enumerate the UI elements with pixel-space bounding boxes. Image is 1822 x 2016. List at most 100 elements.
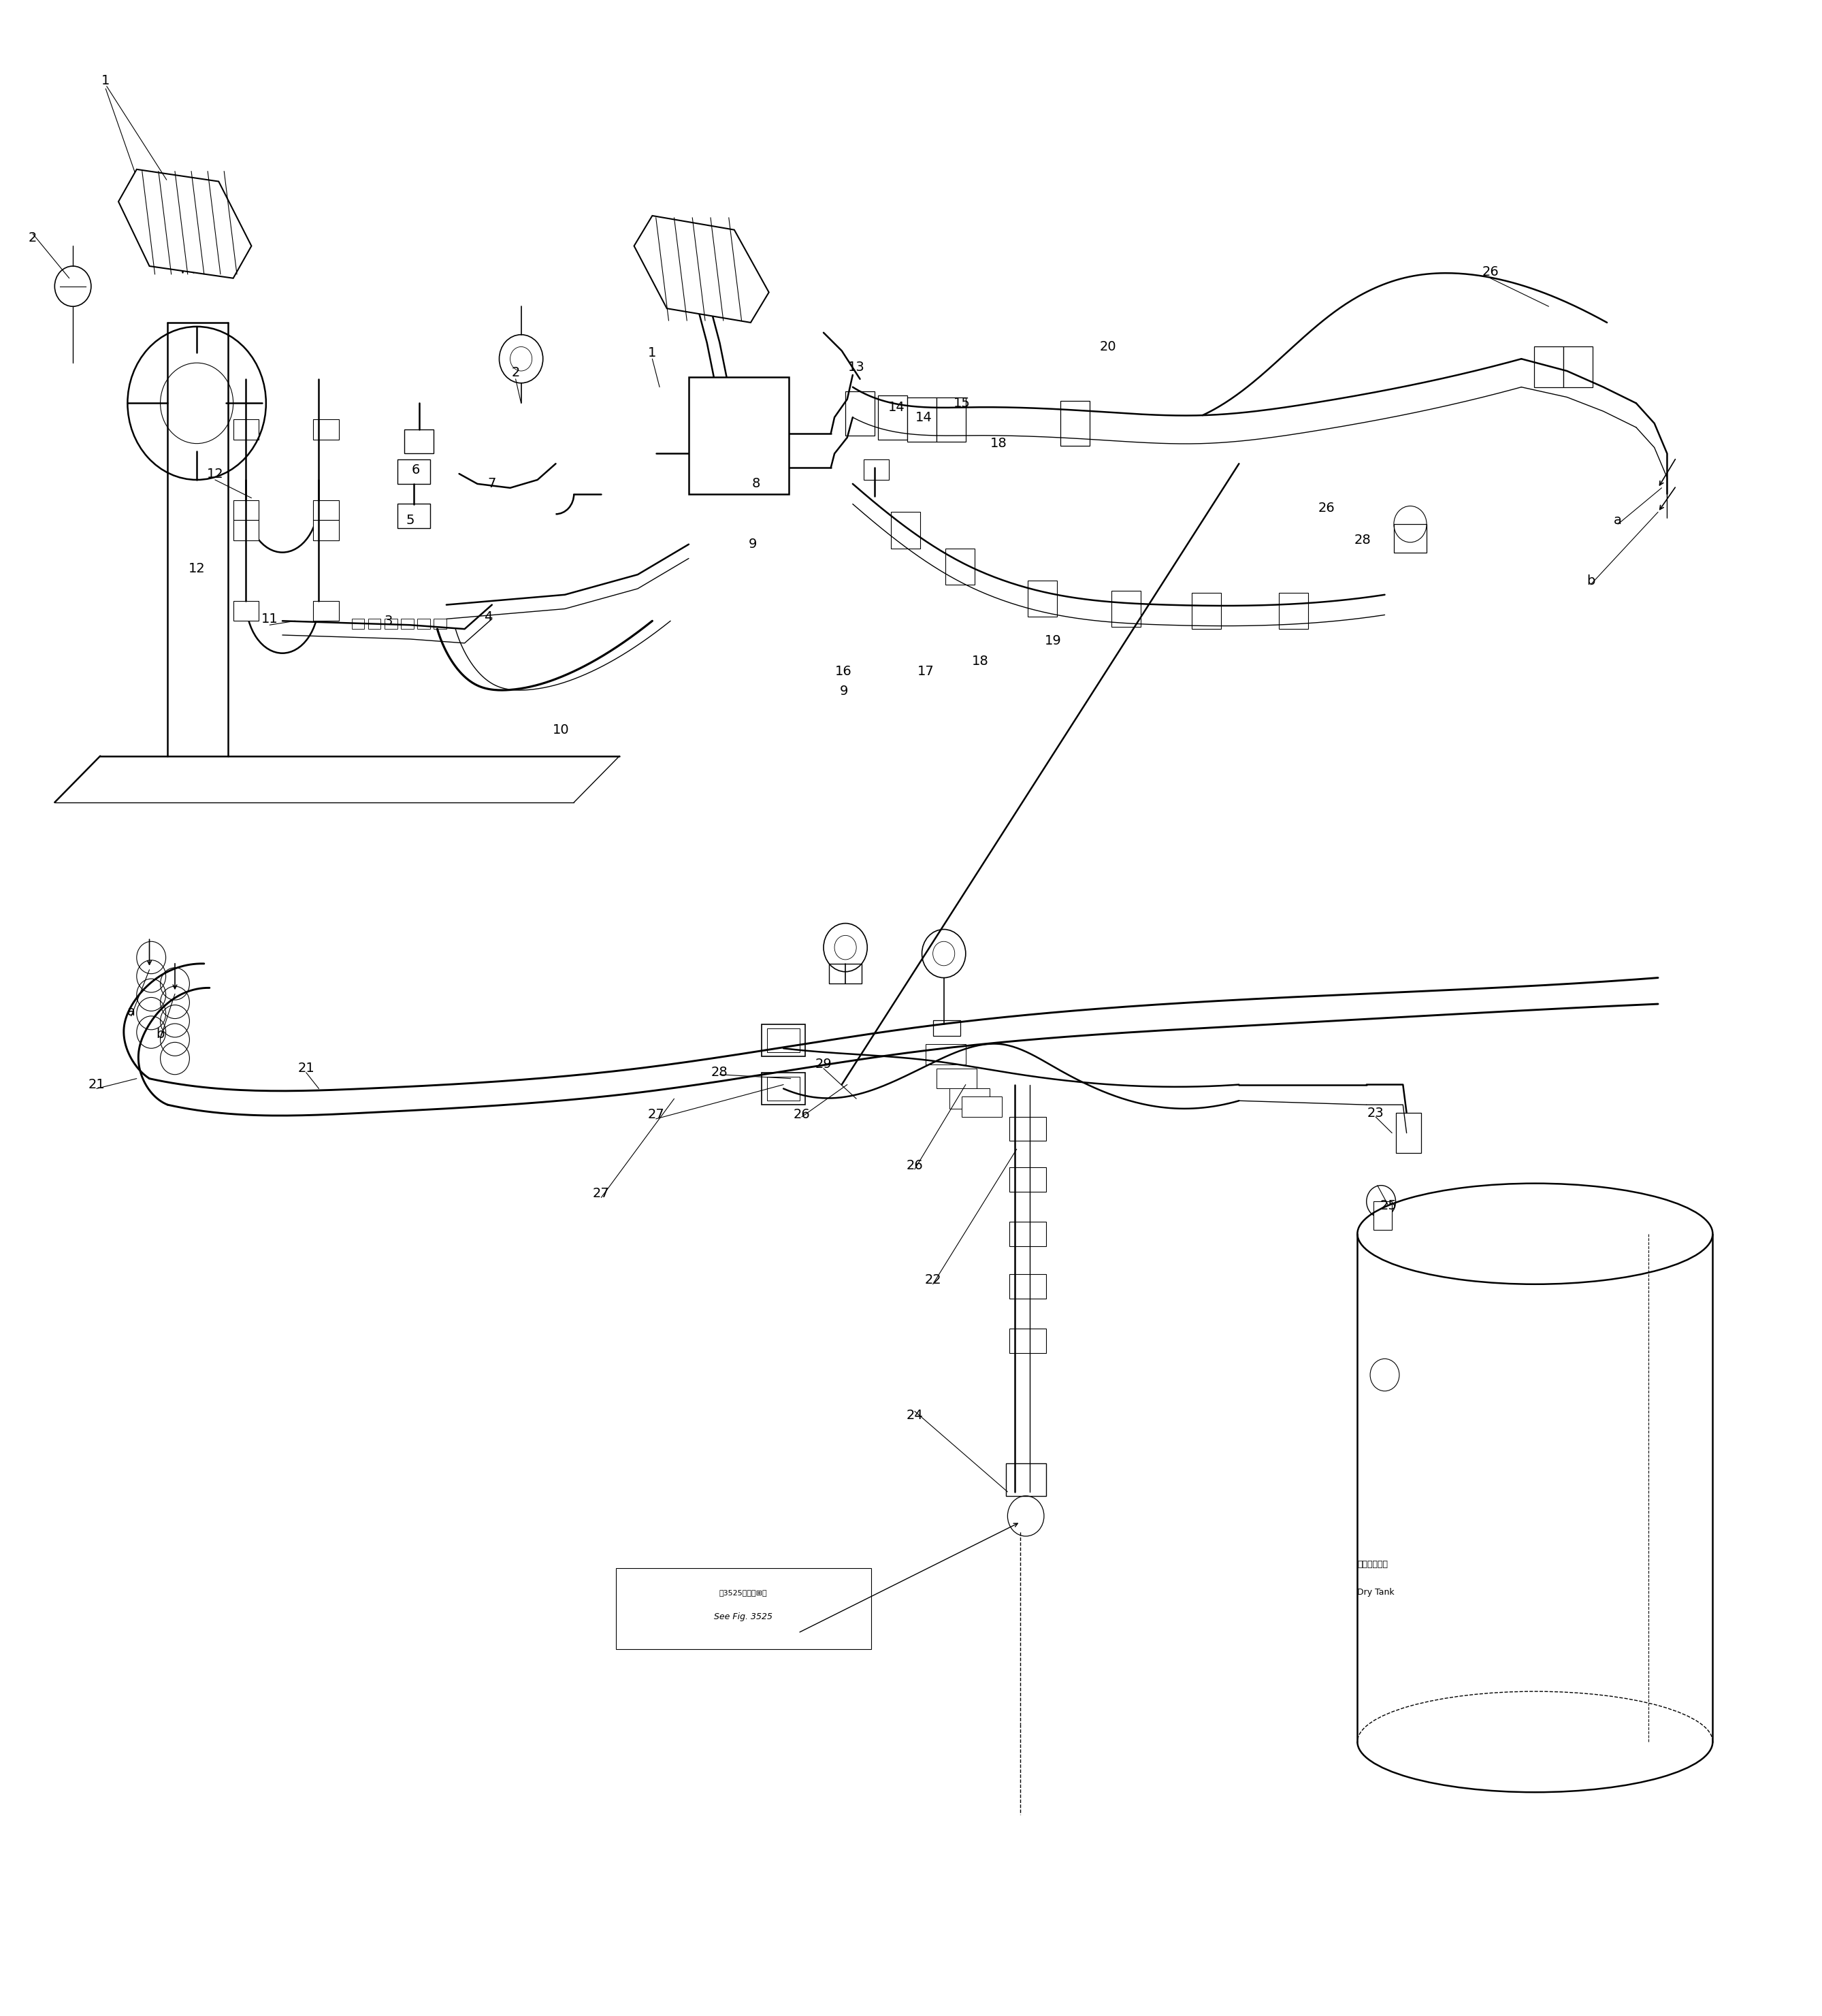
Text: 2: 2 xyxy=(512,367,519,379)
Bar xyxy=(1060,401,1090,446)
Text: 16: 16 xyxy=(834,665,853,677)
Bar xyxy=(689,377,789,494)
Bar xyxy=(1009,1329,1046,1353)
Text: 14: 14 xyxy=(887,401,906,413)
Text: 3: 3 xyxy=(384,615,392,627)
Bar xyxy=(1111,591,1141,627)
Text: 9: 9 xyxy=(749,538,756,550)
Text: 8: 8 xyxy=(752,478,760,490)
Bar xyxy=(1396,1113,1421,1153)
Bar xyxy=(762,1073,805,1105)
Text: 26: 26 xyxy=(906,1159,924,1171)
Text: 4: 4 xyxy=(485,611,492,623)
Bar xyxy=(946,548,975,585)
Bar xyxy=(616,1568,871,1649)
Text: 14: 14 xyxy=(915,411,933,423)
Bar xyxy=(767,1077,800,1101)
Text: 28: 28 xyxy=(1354,534,1372,546)
Text: 28: 28 xyxy=(711,1066,729,1079)
Bar xyxy=(907,397,937,442)
Bar xyxy=(1394,524,1427,552)
Bar xyxy=(762,1024,805,1056)
Text: 26: 26 xyxy=(1317,502,1336,514)
Text: 27: 27 xyxy=(592,1187,610,1200)
Bar xyxy=(404,429,434,454)
Bar xyxy=(949,1089,989,1109)
Text: 21: 21 xyxy=(297,1062,315,1075)
Bar xyxy=(233,601,259,621)
Text: 20: 20 xyxy=(1099,341,1117,353)
Text: ドライタンク: ドライタンク xyxy=(1357,1560,1388,1568)
Bar xyxy=(368,619,381,629)
Bar xyxy=(845,391,875,435)
Bar xyxy=(1192,593,1221,629)
Text: a: a xyxy=(1614,514,1622,526)
Text: 1: 1 xyxy=(649,347,656,359)
Text: 26: 26 xyxy=(1481,266,1500,278)
Text: 26: 26 xyxy=(793,1109,811,1121)
Text: See Fig. 3525: See Fig. 3525 xyxy=(714,1613,773,1621)
Bar xyxy=(352,619,364,629)
Text: 24: 24 xyxy=(906,1409,924,1421)
Bar xyxy=(434,619,446,629)
Text: Dry Tank: Dry Tank xyxy=(1357,1589,1394,1597)
Bar xyxy=(1534,347,1563,387)
Bar xyxy=(397,504,430,528)
Text: 5: 5 xyxy=(406,514,414,526)
Bar xyxy=(1009,1117,1046,1141)
Text: 25: 25 xyxy=(1379,1200,1397,1212)
Bar xyxy=(829,964,862,984)
Bar xyxy=(962,1097,1002,1117)
Bar xyxy=(864,460,889,480)
Bar xyxy=(891,512,920,548)
Text: 23: 23 xyxy=(1366,1107,1385,1119)
Bar xyxy=(397,460,430,484)
Text: 19: 19 xyxy=(1044,635,1062,647)
Bar xyxy=(926,1044,966,1064)
Text: 21: 21 xyxy=(87,1079,106,1091)
Text: 22: 22 xyxy=(924,1274,942,1286)
Bar xyxy=(233,419,259,439)
Bar xyxy=(384,619,397,629)
Bar xyxy=(313,500,339,520)
Bar xyxy=(313,520,339,540)
Text: a: a xyxy=(128,1006,135,1018)
Bar xyxy=(878,395,907,439)
Bar xyxy=(417,619,430,629)
Bar xyxy=(233,520,259,540)
Text: 12: 12 xyxy=(188,562,206,575)
Text: b: b xyxy=(157,1028,164,1040)
Bar xyxy=(937,397,966,442)
Text: 27: 27 xyxy=(647,1109,665,1121)
Text: 9: 9 xyxy=(840,685,847,698)
Bar xyxy=(1279,593,1308,629)
Bar xyxy=(1009,1222,1046,1246)
Bar xyxy=(313,601,339,621)
Text: 10: 10 xyxy=(552,724,570,736)
Polygon shape xyxy=(118,169,251,278)
Bar xyxy=(313,419,339,439)
Text: 12: 12 xyxy=(206,468,224,480)
Bar xyxy=(933,1020,960,1036)
Text: 2: 2 xyxy=(29,232,36,244)
Bar xyxy=(1006,1464,1046,1496)
Text: 17: 17 xyxy=(916,665,935,677)
Bar xyxy=(1563,347,1592,387)
Text: 15: 15 xyxy=(953,397,971,409)
Text: 13: 13 xyxy=(847,361,865,373)
Text: 29: 29 xyxy=(814,1058,833,1070)
Polygon shape xyxy=(634,216,769,323)
Bar xyxy=(937,1068,977,1089)
Bar xyxy=(1374,1202,1392,1230)
Text: 18: 18 xyxy=(971,655,989,667)
Text: 7: 7 xyxy=(488,478,496,490)
Text: 図3525参照　⊞間: 図3525参照 ⊞間 xyxy=(720,1589,767,1597)
Bar xyxy=(1028,581,1057,617)
Bar xyxy=(1009,1167,1046,1191)
Bar xyxy=(233,500,259,520)
Text: 11: 11 xyxy=(261,613,279,625)
Text: 18: 18 xyxy=(989,437,1008,450)
Bar xyxy=(401,619,414,629)
Text: b: b xyxy=(1587,575,1594,587)
Text: 1: 1 xyxy=(102,75,109,87)
